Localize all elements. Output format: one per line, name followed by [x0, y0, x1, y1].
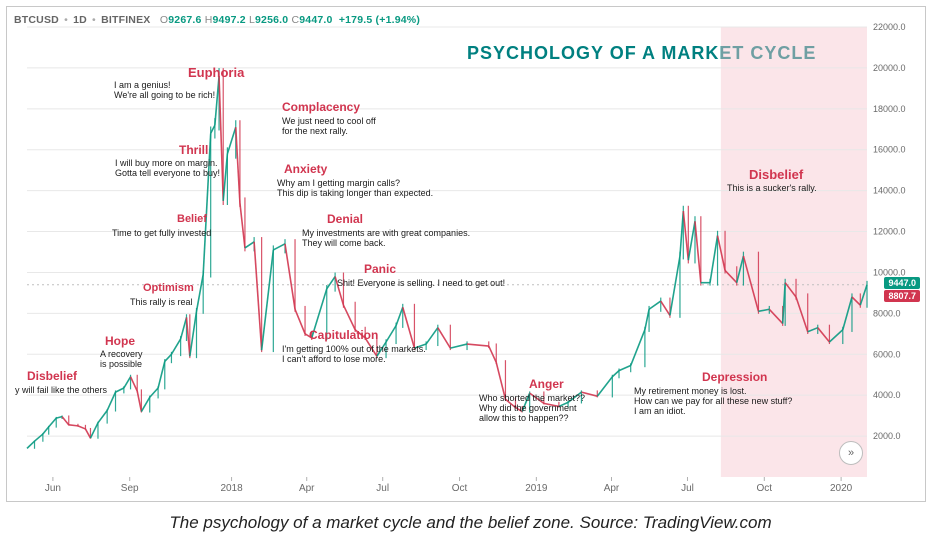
svg-text:2018: 2018	[220, 483, 243, 494]
svg-text:8000.0: 8000.0	[873, 308, 901, 318]
annotation-title-optimism: Optimism	[143, 282, 194, 294]
annotation-sub-denial: My investments are with great companies.…	[302, 228, 470, 248]
scroll-right-button[interactable]: »	[839, 441, 863, 465]
annotation-title-capitulation: Capitulation	[309, 328, 378, 342]
annotation-sub-belief: Time to get fully invested	[112, 228, 211, 238]
price-badge: 9447.0	[884, 277, 920, 289]
annotation-sub-disbelief1: y will fail like the others	[15, 385, 107, 395]
annotation-title-panic: Panic	[364, 262, 396, 276]
annotation-title-anxiety: Anxiety	[284, 162, 327, 176]
svg-text:Apr: Apr	[604, 483, 620, 494]
svg-text:4000.0: 4000.0	[873, 390, 901, 400]
annotation-title-disbelief2: Disbelief	[749, 167, 803, 182]
svg-text:2000.0: 2000.0	[873, 431, 901, 441]
annotation-sub-panic: Shit! Everyone is selling. I need to get…	[337, 278, 505, 288]
annotation-sub-anger: Who shorted the market?? Why did the gov…	[479, 393, 585, 423]
chevron-double-right-icon: »	[848, 447, 854, 459]
svg-text:14000.0: 14000.0	[873, 186, 906, 196]
annotation-title-complacency: Complacency	[282, 100, 360, 114]
annotation-sub-hope: A recovery is possible	[100, 349, 143, 369]
svg-text:18000.0: 18000.0	[873, 104, 906, 114]
annotation-title-hope: Hope	[105, 334, 135, 348]
annotation-sub-capitulation: I'm getting 100% out of the markets. I c…	[282, 344, 426, 364]
annotation-sub-anxiety: Why am I getting margin calls? This dip …	[277, 178, 433, 198]
annotation-title-disbelief1: Disbelief	[27, 369, 77, 383]
svg-text:Sep: Sep	[121, 483, 139, 494]
annotation-sub-depression: My retirement money is lost. How can we …	[634, 386, 792, 416]
svg-text:22000.0: 22000.0	[873, 22, 906, 32]
svg-text:Jul: Jul	[681, 483, 694, 494]
svg-text:Jun: Jun	[45, 483, 61, 494]
annotation-sub-complacency: We just need to cool off for the next ra…	[282, 116, 376, 136]
svg-text:16000.0: 16000.0	[873, 145, 906, 155]
svg-text:Oct: Oct	[757, 483, 773, 494]
annotation-title-euphoria: Euphoria	[188, 65, 244, 80]
annotation-sub-euphoria: I am a genius! We're all going to be ric…	[114, 80, 215, 100]
annotation-title-thrill: Thrill	[179, 143, 208, 157]
svg-text:2019: 2019	[525, 483, 548, 494]
annotation-sub-disbelief2: This is a sucker's rally.	[727, 183, 817, 193]
svg-text:Jul: Jul	[376, 483, 389, 494]
annotation-title-depression: Depression	[702, 370, 767, 384]
annotation-sub-optimism: This rally is real	[130, 297, 193, 307]
svg-text:6000.0: 6000.0	[873, 349, 901, 359]
svg-text:2020: 2020	[830, 483, 853, 494]
caption: The psychology of a market cycle and the…	[0, 513, 941, 533]
price-badge: 8807.7	[884, 290, 920, 302]
chart-border: BTCUSD • 1D • BITFINEX O9267.6 H9497.2 L…	[6, 6, 926, 502]
svg-text:Apr: Apr	[299, 483, 315, 494]
svg-text:Oct: Oct	[452, 483, 468, 494]
annotation-title-anger: Anger	[529, 377, 564, 391]
chart-frame: BTCUSD • 1D • BITFINEX O9267.6 H9497.2 L…	[0, 0, 941, 537]
svg-text:12000.0: 12000.0	[873, 227, 906, 237]
svg-text:10000.0: 10000.0	[873, 267, 906, 277]
annotation-title-belief: Belief	[177, 213, 207, 225]
annotation-sub-thrill: I will buy more on margin. Gotta tell ev…	[115, 158, 220, 178]
svg-text:20000.0: 20000.0	[873, 63, 906, 73]
annotation-title-denial: Denial	[327, 212, 363, 226]
